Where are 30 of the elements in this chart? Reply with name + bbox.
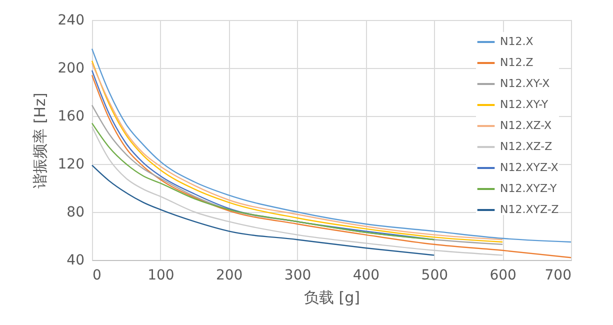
x-tick-label: 700 — [544, 268, 572, 284]
line-series — [91, 164, 435, 256]
y-tick-label: 240 — [58, 12, 84, 28]
legend-label: N12.XZ-Z — [500, 140, 553, 153]
legend-label: N12.Z — [500, 56, 534, 69]
y-axis-title: 谐振频率 [Hz] — [30, 92, 49, 188]
y-tick-label: 80 — [66, 204, 84, 220]
legend-label: N12.XYZ-Y — [500, 182, 557, 195]
line-series — [91, 48, 572, 243]
x-axis-title: 负载 [g] — [304, 288, 360, 306]
x-tick-label: 200 — [216, 268, 243, 284]
y-tick-label: 40 — [66, 252, 84, 268]
legend-label: N12.XY-Y — [500, 98, 548, 111]
legend-label: N12.XZ-X — [500, 119, 552, 132]
legend-label: N12.XYZ-X — [500, 161, 559, 174]
x-tick-label: 400 — [352, 268, 380, 284]
x-tick-label: 100 — [148, 268, 174, 284]
legend-label: N12.X — [500, 35, 534, 48]
x-tick-label: 500 — [421, 268, 448, 284]
y-tick-label: 160 — [58, 108, 84, 124]
legend-label: N12.XYZ-Z — [500, 203, 560, 216]
x-tick-label: 600 — [490, 268, 516, 284]
x-tick-label: 300 — [284, 268, 312, 284]
line-series — [91, 70, 435, 240]
y-tick-label: 200 — [58, 60, 84, 76]
legend-label: N12.XY-X — [500, 77, 550, 90]
line-series — [91, 122, 435, 240]
x-tick-label: 0 — [92, 268, 102, 284]
y-tick-label: 120 — [58, 156, 84, 172]
line-series — [91, 74, 572, 258]
